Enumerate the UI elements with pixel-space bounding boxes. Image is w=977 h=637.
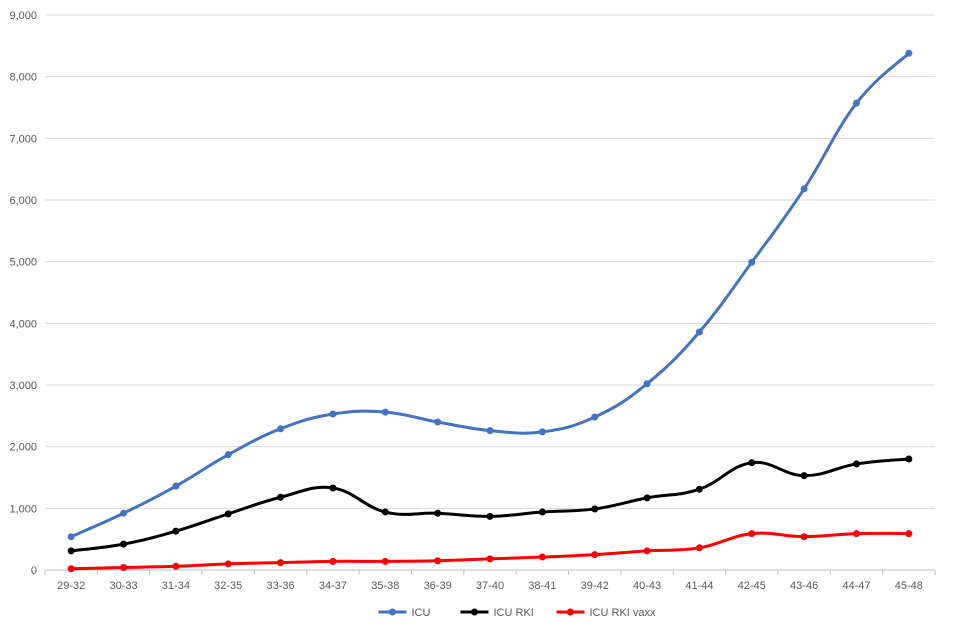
data-point xyxy=(643,547,651,555)
data-point xyxy=(538,508,546,516)
data-point xyxy=(434,418,442,426)
data-point xyxy=(800,472,808,480)
data-point xyxy=(381,508,389,516)
data-point xyxy=(329,557,337,565)
data-point xyxy=(172,482,180,490)
data-point xyxy=(748,459,756,467)
data-point xyxy=(381,557,389,565)
y-tick-label: 9,000 xyxy=(9,10,37,22)
data-point xyxy=(329,410,337,418)
legend-label: ICU xyxy=(412,607,431,619)
y-tick-label: 4,000 xyxy=(9,318,37,330)
legend-swatch-marker xyxy=(389,608,396,616)
series-lines xyxy=(67,49,913,573)
legend-item: ICU xyxy=(378,607,431,619)
y-tick-label: 3,000 xyxy=(9,380,37,392)
x-tick-label: 30-33 xyxy=(109,580,137,592)
series-line xyxy=(69,531,911,571)
x-tick-label: 45-48 xyxy=(895,580,923,592)
y-tick-label: 2,000 xyxy=(9,442,37,454)
data-point xyxy=(800,185,808,193)
data-point xyxy=(905,530,913,538)
y-tick-label: 1,000 xyxy=(9,503,37,515)
data-point xyxy=(277,559,285,567)
data-point xyxy=(591,505,599,513)
x-tick-label: 29-32 xyxy=(57,580,85,592)
y-tick-label: 5,000 xyxy=(9,257,37,269)
data-point xyxy=(120,509,128,517)
legend-swatch-marker xyxy=(567,608,574,616)
data-point xyxy=(905,49,913,57)
x-tick-label: 43-46 xyxy=(790,580,818,592)
x-tick-label: 44-47 xyxy=(842,580,870,592)
data-point xyxy=(748,530,756,538)
data-point xyxy=(434,509,442,517)
series-line xyxy=(69,51,911,539)
x-tick-label: 37-40 xyxy=(476,580,504,592)
data-point xyxy=(381,408,389,416)
data-point xyxy=(538,553,546,561)
legend-swatch-marker xyxy=(471,608,478,616)
data-point xyxy=(172,527,180,535)
x-tick-label: 40-43 xyxy=(633,580,661,592)
data-point xyxy=(277,493,285,501)
data-point xyxy=(852,99,860,107)
x-tick-label: 41-44 xyxy=(685,580,713,592)
x-tick-label: 33-36 xyxy=(267,580,295,592)
data-point xyxy=(905,455,913,463)
data-point xyxy=(695,544,703,552)
data-point xyxy=(486,512,494,520)
data-point xyxy=(67,533,75,541)
series-icu-rki xyxy=(67,455,913,555)
data-point xyxy=(120,564,128,572)
y-tick-label: 0 xyxy=(31,565,37,577)
y-tick-label: 7,000 xyxy=(9,133,37,145)
data-point xyxy=(800,533,808,541)
data-point xyxy=(486,555,494,563)
series-icu xyxy=(67,49,913,541)
x-tick-label: 36-39 xyxy=(424,580,452,592)
data-point xyxy=(591,551,599,559)
data-point xyxy=(172,562,180,570)
legend-label: ICU RKI xyxy=(494,607,534,619)
data-point xyxy=(329,484,337,492)
data-point xyxy=(852,530,860,538)
data-point xyxy=(748,258,756,266)
data-point xyxy=(120,540,128,548)
x-tick-label: 35-38 xyxy=(371,580,399,592)
x-tick-label: 31-34 xyxy=(162,580,190,592)
data-point xyxy=(224,510,232,518)
x-tick-label: 38-41 xyxy=(528,580,556,592)
x-tick-label: 34-37 xyxy=(319,580,347,592)
data-point xyxy=(852,460,860,468)
axes: 0 1,000 2,000 3,000 4,000 5,000 6,000 7,000 8,00… xyxy=(9,10,936,592)
data-point xyxy=(591,413,599,421)
legend-item: ICU RKI vaxx xyxy=(556,607,657,619)
legend-label: ICU RKI vaxx xyxy=(590,607,657,619)
data-point xyxy=(643,380,651,388)
data-point xyxy=(277,425,285,433)
y-tick-label: 6,000 xyxy=(9,195,37,207)
data-point xyxy=(67,565,75,573)
series-icu-rki-vaxx xyxy=(67,530,913,573)
x-tick-label: 39-42 xyxy=(581,580,609,592)
legend: ICU ICU RKI ICU RKI vaxx xyxy=(378,607,657,619)
data-point xyxy=(434,557,442,565)
data-point xyxy=(695,328,703,336)
data-point xyxy=(695,485,703,493)
x-tick-label: 32-35 xyxy=(214,580,242,592)
gridlines xyxy=(45,14,935,571)
data-point xyxy=(643,494,651,502)
data-point xyxy=(224,560,232,568)
legend-item: ICU RKI xyxy=(460,607,534,619)
y-tick-label: 8,000 xyxy=(9,72,37,84)
data-point xyxy=(224,451,232,459)
data-point xyxy=(486,427,494,435)
data-point xyxy=(538,428,546,436)
data-point xyxy=(67,547,75,555)
x-tick-label: 42-45 xyxy=(738,580,766,592)
